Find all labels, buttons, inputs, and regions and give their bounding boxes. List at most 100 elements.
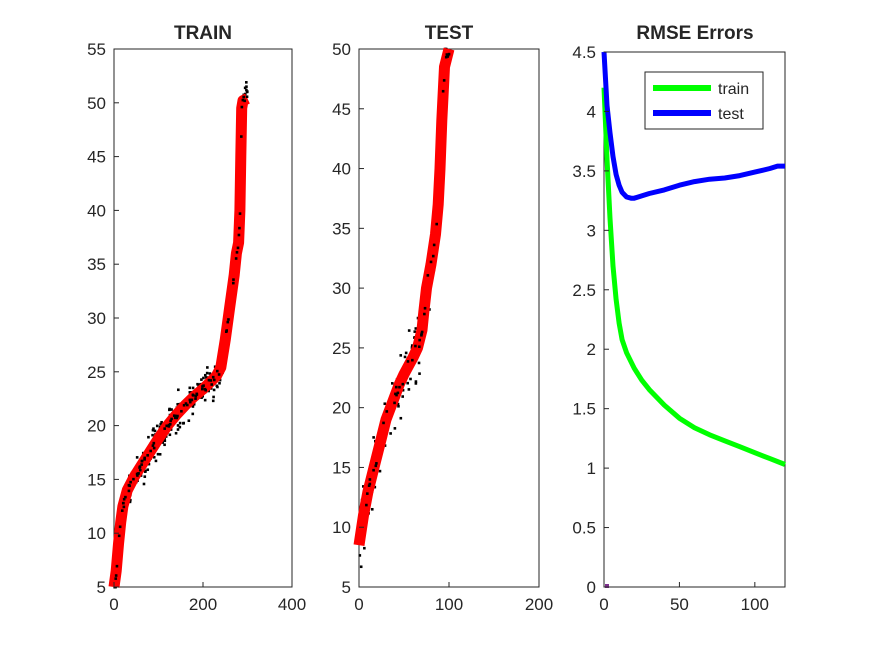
x-tick-label: 0 — [109, 595, 118, 614]
data-point — [403, 355, 407, 359]
data-point — [391, 382, 394, 385]
data-point — [236, 246, 240, 250]
series-line-test — [601, 51, 785, 201]
train-axes-box — [113, 48, 293, 588]
data-point — [170, 408, 173, 411]
data-point — [375, 462, 378, 465]
data-point — [240, 135, 243, 138]
data-point — [372, 468, 375, 472]
y-tick-label: 0.5 — [572, 519, 596, 538]
data-point — [394, 385, 398, 389]
data-point — [140, 459, 144, 463]
data-point — [135, 456, 139, 459]
data-point — [413, 330, 417, 333]
data-point — [143, 456, 146, 460]
x-tick-label: 0 — [354, 595, 363, 614]
data-point — [442, 79, 446, 82]
x-tick-label: 100 — [741, 595, 769, 614]
x-tick-label: 200 — [525, 595, 553, 614]
data-point — [238, 226, 241, 230]
test-fit — [353, 47, 455, 547]
data-point — [191, 405, 195, 408]
data-point — [243, 86, 247, 90]
data-point — [385, 410, 389, 413]
y-tick-label: 25 — [87, 363, 106, 382]
data-point — [143, 458, 146, 461]
data-point — [149, 449, 153, 453]
rmse-panel: 0 50 100 0 0.5 1 1.5 2 2.5 3 3.5 4 4.5 RMSE Errors t… — [572, 23, 786, 614]
data-point — [114, 574, 118, 577]
data-point — [218, 378, 222, 382]
data-point — [378, 469, 382, 473]
data-point — [393, 401, 396, 405]
data-point — [370, 507, 374, 511]
data-point — [401, 395, 404, 398]
data-point — [399, 416, 403, 420]
data-point — [188, 391, 192, 394]
data-point — [406, 381, 409, 385]
data-point — [182, 403, 186, 407]
train-title: TRAIN — [174, 23, 232, 44]
data-point — [188, 398, 192, 402]
data-point — [216, 369, 219, 373]
data-point — [138, 466, 141, 469]
data-point — [200, 396, 203, 399]
data-point — [190, 398, 194, 402]
data-point — [146, 454, 149, 457]
data-point — [168, 433, 172, 437]
y-tick-label: 30 — [87, 309, 106, 328]
data-point — [211, 375, 215, 379]
data-point — [155, 424, 159, 428]
y-tick-label: 3 — [587, 221, 596, 240]
data-point — [195, 393, 199, 396]
data-point — [226, 320, 230, 324]
y-tick-label: 4.5 — [572, 43, 596, 62]
data-point — [218, 381, 221, 385]
data-point — [206, 366, 209, 369]
y-tick-label: 4 — [587, 102, 596, 121]
fit-line — [353, 47, 455, 547]
data-point — [212, 388, 216, 392]
data-point — [176, 428, 180, 431]
data-point — [224, 330, 228, 334]
data-point — [117, 534, 121, 538]
data-point — [217, 373, 221, 376]
y-tick-label: 40 — [87, 201, 106, 220]
data-point — [200, 378, 203, 381]
data-point — [420, 330, 424, 334]
data-point — [407, 329, 411, 332]
data-point — [178, 421, 182, 425]
data-point — [426, 274, 430, 277]
data-point — [176, 424, 180, 427]
data-point — [362, 485, 365, 488]
y-tick-label: 55 — [87, 40, 106, 59]
data-point — [435, 222, 439, 226]
data-point — [138, 468, 142, 472]
data-point — [142, 482, 146, 486]
data-point — [241, 98, 245, 102]
data-point — [368, 478, 372, 481]
data-point — [147, 435, 150, 439]
data-point — [152, 446, 156, 450]
x-tick-label: 400 — [278, 595, 306, 614]
data-point — [389, 432, 392, 435]
data-point — [212, 378, 216, 382]
data-point — [235, 251, 239, 254]
y-tick-label: 5 — [97, 578, 106, 597]
data-point — [176, 403, 179, 406]
data-point — [372, 436, 375, 439]
data-point — [367, 484, 371, 487]
data-point — [144, 469, 147, 473]
train-fit — [108, 93, 250, 588]
data-point — [201, 385, 204, 388]
data-point — [136, 474, 139, 477]
data-point — [207, 378, 211, 382]
data-point — [194, 397, 197, 400]
origin-marker — [605, 584, 609, 588]
data-point — [191, 393, 195, 397]
y-tick-label: 25 — [332, 339, 351, 358]
data-point — [203, 398, 207, 402]
y-tick-label: 10 — [87, 524, 106, 543]
data-point — [177, 388, 180, 392]
